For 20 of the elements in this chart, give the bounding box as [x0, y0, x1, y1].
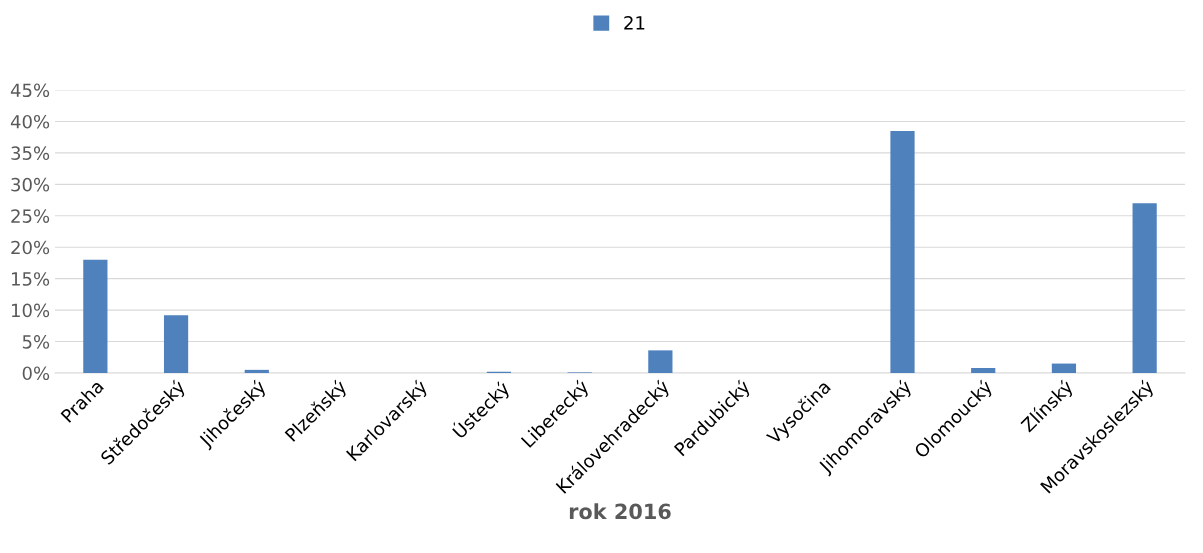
bar — [1132, 203, 1157, 373]
bar — [163, 315, 189, 373]
bar — [1051, 363, 1077, 373]
y-tick-label: 45% — [10, 83, 50, 98]
y-tick-label: 35% — [11, 146, 50, 161]
bar — [244, 369, 269, 373]
bar — [971, 367, 996, 373]
bar — [648, 350, 673, 373]
bar — [83, 259, 108, 373]
y-tick-label: 40% — [10, 114, 50, 129]
x-axis-title: rok 2016 — [569, 503, 671, 520]
y-tick-label: 30% — [11, 177, 50, 192]
y-tick-label: 20% — [11, 240, 50, 255]
y-tick-label: 10% — [11, 303, 50, 318]
y-tick-label: 0% — [22, 366, 50, 381]
bar — [890, 130, 915, 373]
y-tick-label: 15% — [11, 272, 50, 286]
y-tick-label: 5% — [22, 335, 50, 349]
legend-label: 21 — [624, 16, 645, 30]
y-tick-label: 25% — [11, 209, 50, 223]
